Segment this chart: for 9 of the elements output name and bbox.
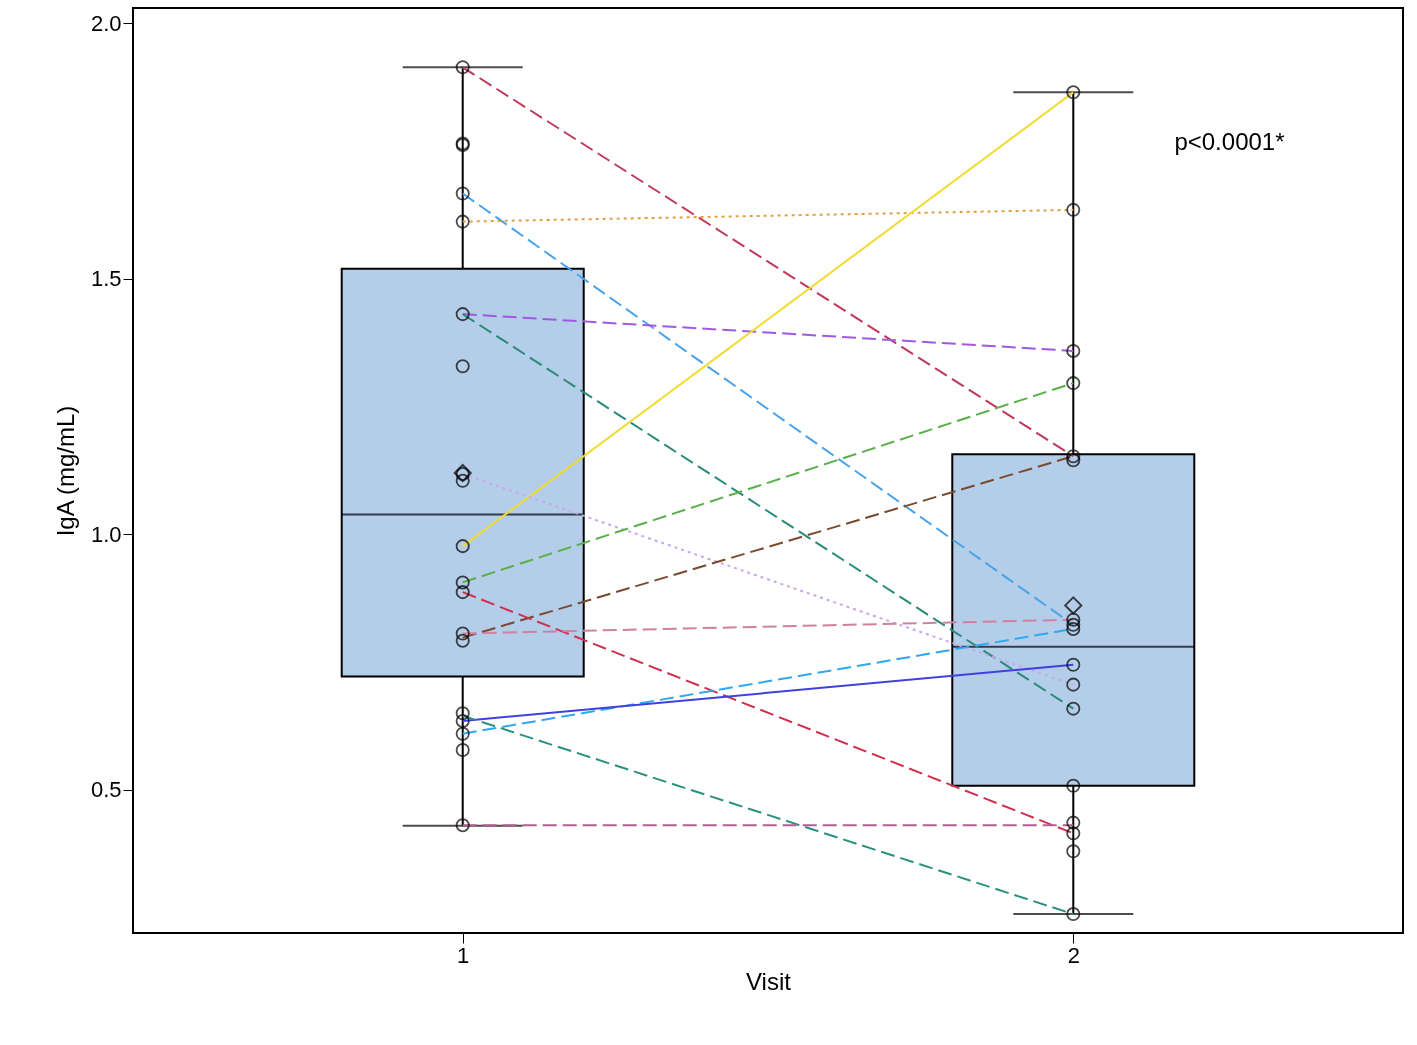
y-axis-title: IgA (mg/mL) (51, 405, 79, 537)
x-tick-label: 2 (1067, 942, 1080, 968)
y-tick-label: 1.0 (90, 521, 122, 547)
x-tick-label: 1 (457, 942, 470, 968)
x-axis-title: Visit (746, 967, 792, 995)
y-tick-label: 0.5 (90, 777, 122, 803)
y-tick-label: 2.0 (90, 10, 122, 36)
annotation: p<0.0001* (1174, 128, 1285, 155)
y-tick-label: 1.5 (90, 266, 122, 292)
